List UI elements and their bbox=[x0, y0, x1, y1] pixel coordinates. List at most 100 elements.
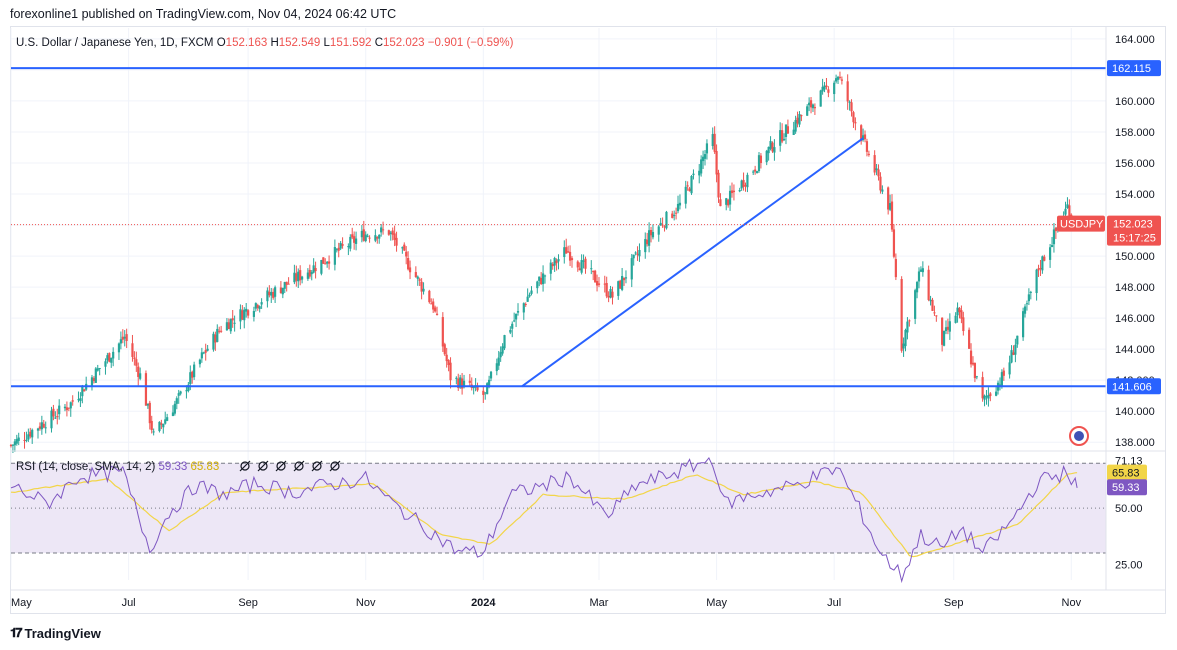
hidden-value-icon-slash bbox=[311, 460, 323, 472]
candle-body bbox=[36, 428, 40, 431]
legend-title: U.S. Dollar / Japanese Yen, 1D, FXCM bbox=[16, 37, 217, 49]
candle-body bbox=[499, 352, 502, 358]
hidden-value-icon-slash bbox=[239, 460, 251, 472]
candle-body bbox=[245, 308, 248, 312]
candle-body bbox=[835, 78, 838, 82]
candle-body bbox=[416, 276, 419, 279]
candle-body bbox=[698, 170, 701, 176]
candle-body bbox=[1052, 229, 1056, 245]
candle-body bbox=[725, 198, 728, 205]
candle-body bbox=[592, 270, 595, 273]
candle-body bbox=[119, 339, 122, 344]
candle-body bbox=[447, 360, 450, 366]
drawn-lines[interactable] bbox=[11, 67, 1106, 388]
candle-body bbox=[407, 258, 410, 270]
candle-body bbox=[231, 318, 234, 321]
symbol-label: USDJPY bbox=[1060, 219, 1104, 231]
candle-body bbox=[274, 287, 277, 297]
candle-body bbox=[836, 76, 840, 80]
candle-body bbox=[258, 306, 261, 309]
candle-body bbox=[838, 76, 842, 78]
candle-body bbox=[648, 230, 651, 246]
candle-body bbox=[524, 304, 527, 306]
candle-body bbox=[29, 431, 32, 437]
candle-body bbox=[1025, 303, 1029, 305]
candle-body bbox=[998, 384, 1002, 386]
candle-body bbox=[179, 391, 182, 394]
hidden-value-icon bbox=[330, 461, 340, 471]
rsi-pane bbox=[10, 456, 1106, 584]
candle-body bbox=[299, 270, 302, 281]
candle-body bbox=[1027, 294, 1030, 302]
candle-body bbox=[908, 320, 911, 322]
rsi-value-label: 59.33 bbox=[1112, 482, 1140, 494]
candle-body bbox=[191, 371, 194, 378]
candle-body bbox=[185, 390, 188, 392]
candle-body bbox=[162, 423, 165, 428]
candle-body bbox=[146, 403, 149, 406]
x-tick-label: Sep bbox=[238, 597, 258, 609]
candle-body bbox=[462, 380, 466, 388]
candle-body bbox=[671, 213, 674, 218]
trendline bbox=[521, 137, 864, 388]
footer[interactable]: 𝟏𝟕 TradingView bbox=[10, 625, 101, 641]
candle-body bbox=[536, 281, 539, 289]
candle-body bbox=[744, 185, 747, 187]
x-tick-label: Nov bbox=[356, 597, 376, 609]
candle-body bbox=[189, 372, 192, 385]
candle-body bbox=[137, 366, 140, 377]
y-tick-label: 146.000 bbox=[1115, 313, 1155, 325]
candle-body bbox=[254, 303, 257, 309]
candle-body bbox=[942, 330, 946, 346]
candle-body bbox=[931, 299, 934, 311]
candle-body bbox=[351, 234, 354, 238]
legend-change: −0.901 (−0.59%) bbox=[428, 37, 514, 49]
candle-body bbox=[543, 275, 547, 277]
candle-body bbox=[202, 352, 205, 354]
candle-body bbox=[1002, 370, 1005, 376]
candle-body bbox=[852, 112, 855, 123]
candle-body bbox=[771, 142, 774, 152]
candle-body bbox=[705, 143, 709, 154]
candle-body bbox=[476, 386, 479, 391]
candle-body bbox=[657, 226, 660, 235]
hidden-value-icon bbox=[258, 461, 268, 471]
candle-body bbox=[597, 283, 601, 285]
rsi-sma-line bbox=[10, 472, 1078, 558]
candle-body bbox=[38, 426, 42, 429]
candle-body bbox=[376, 236, 379, 239]
y-tick-label: 158.000 bbox=[1115, 127, 1155, 139]
candle-body bbox=[220, 330, 223, 332]
candle-body bbox=[921, 268, 924, 273]
candle-body bbox=[327, 261, 331, 264]
y-tick-label: 160.000 bbox=[1115, 96, 1155, 108]
candle-body bbox=[131, 343, 134, 357]
candle-body bbox=[320, 260, 323, 274]
candle-body bbox=[486, 383, 489, 395]
candle-body bbox=[941, 317, 944, 345]
candle-body bbox=[621, 276, 624, 290]
candle-body bbox=[881, 189, 884, 192]
candle-body bbox=[567, 251, 570, 253]
candle-body bbox=[177, 393, 180, 396]
candle-body bbox=[268, 291, 271, 296]
candle-body bbox=[52, 408, 55, 417]
candle-body bbox=[281, 287, 284, 295]
candle-body bbox=[449, 362, 452, 381]
candle-body bbox=[455, 377, 458, 379]
x-tick-label: Jul bbox=[122, 597, 136, 609]
candle-body bbox=[840, 79, 843, 81]
candle-body bbox=[69, 402, 72, 409]
rsi-legend-sma-value: 65.83 bbox=[191, 461, 220, 473]
candle-body bbox=[833, 82, 836, 95]
candle-body bbox=[794, 120, 797, 132]
candle-body bbox=[65, 407, 69, 411]
candle-body bbox=[773, 147, 776, 153]
candle-body bbox=[420, 281, 423, 292]
y-tick-label: 156.000 bbox=[1115, 158, 1155, 170]
candle-body bbox=[241, 310, 244, 320]
rsi-legend-value: 59.33 bbox=[159, 461, 191, 473]
candle-body bbox=[337, 247, 340, 251]
candle-body bbox=[541, 273, 545, 285]
